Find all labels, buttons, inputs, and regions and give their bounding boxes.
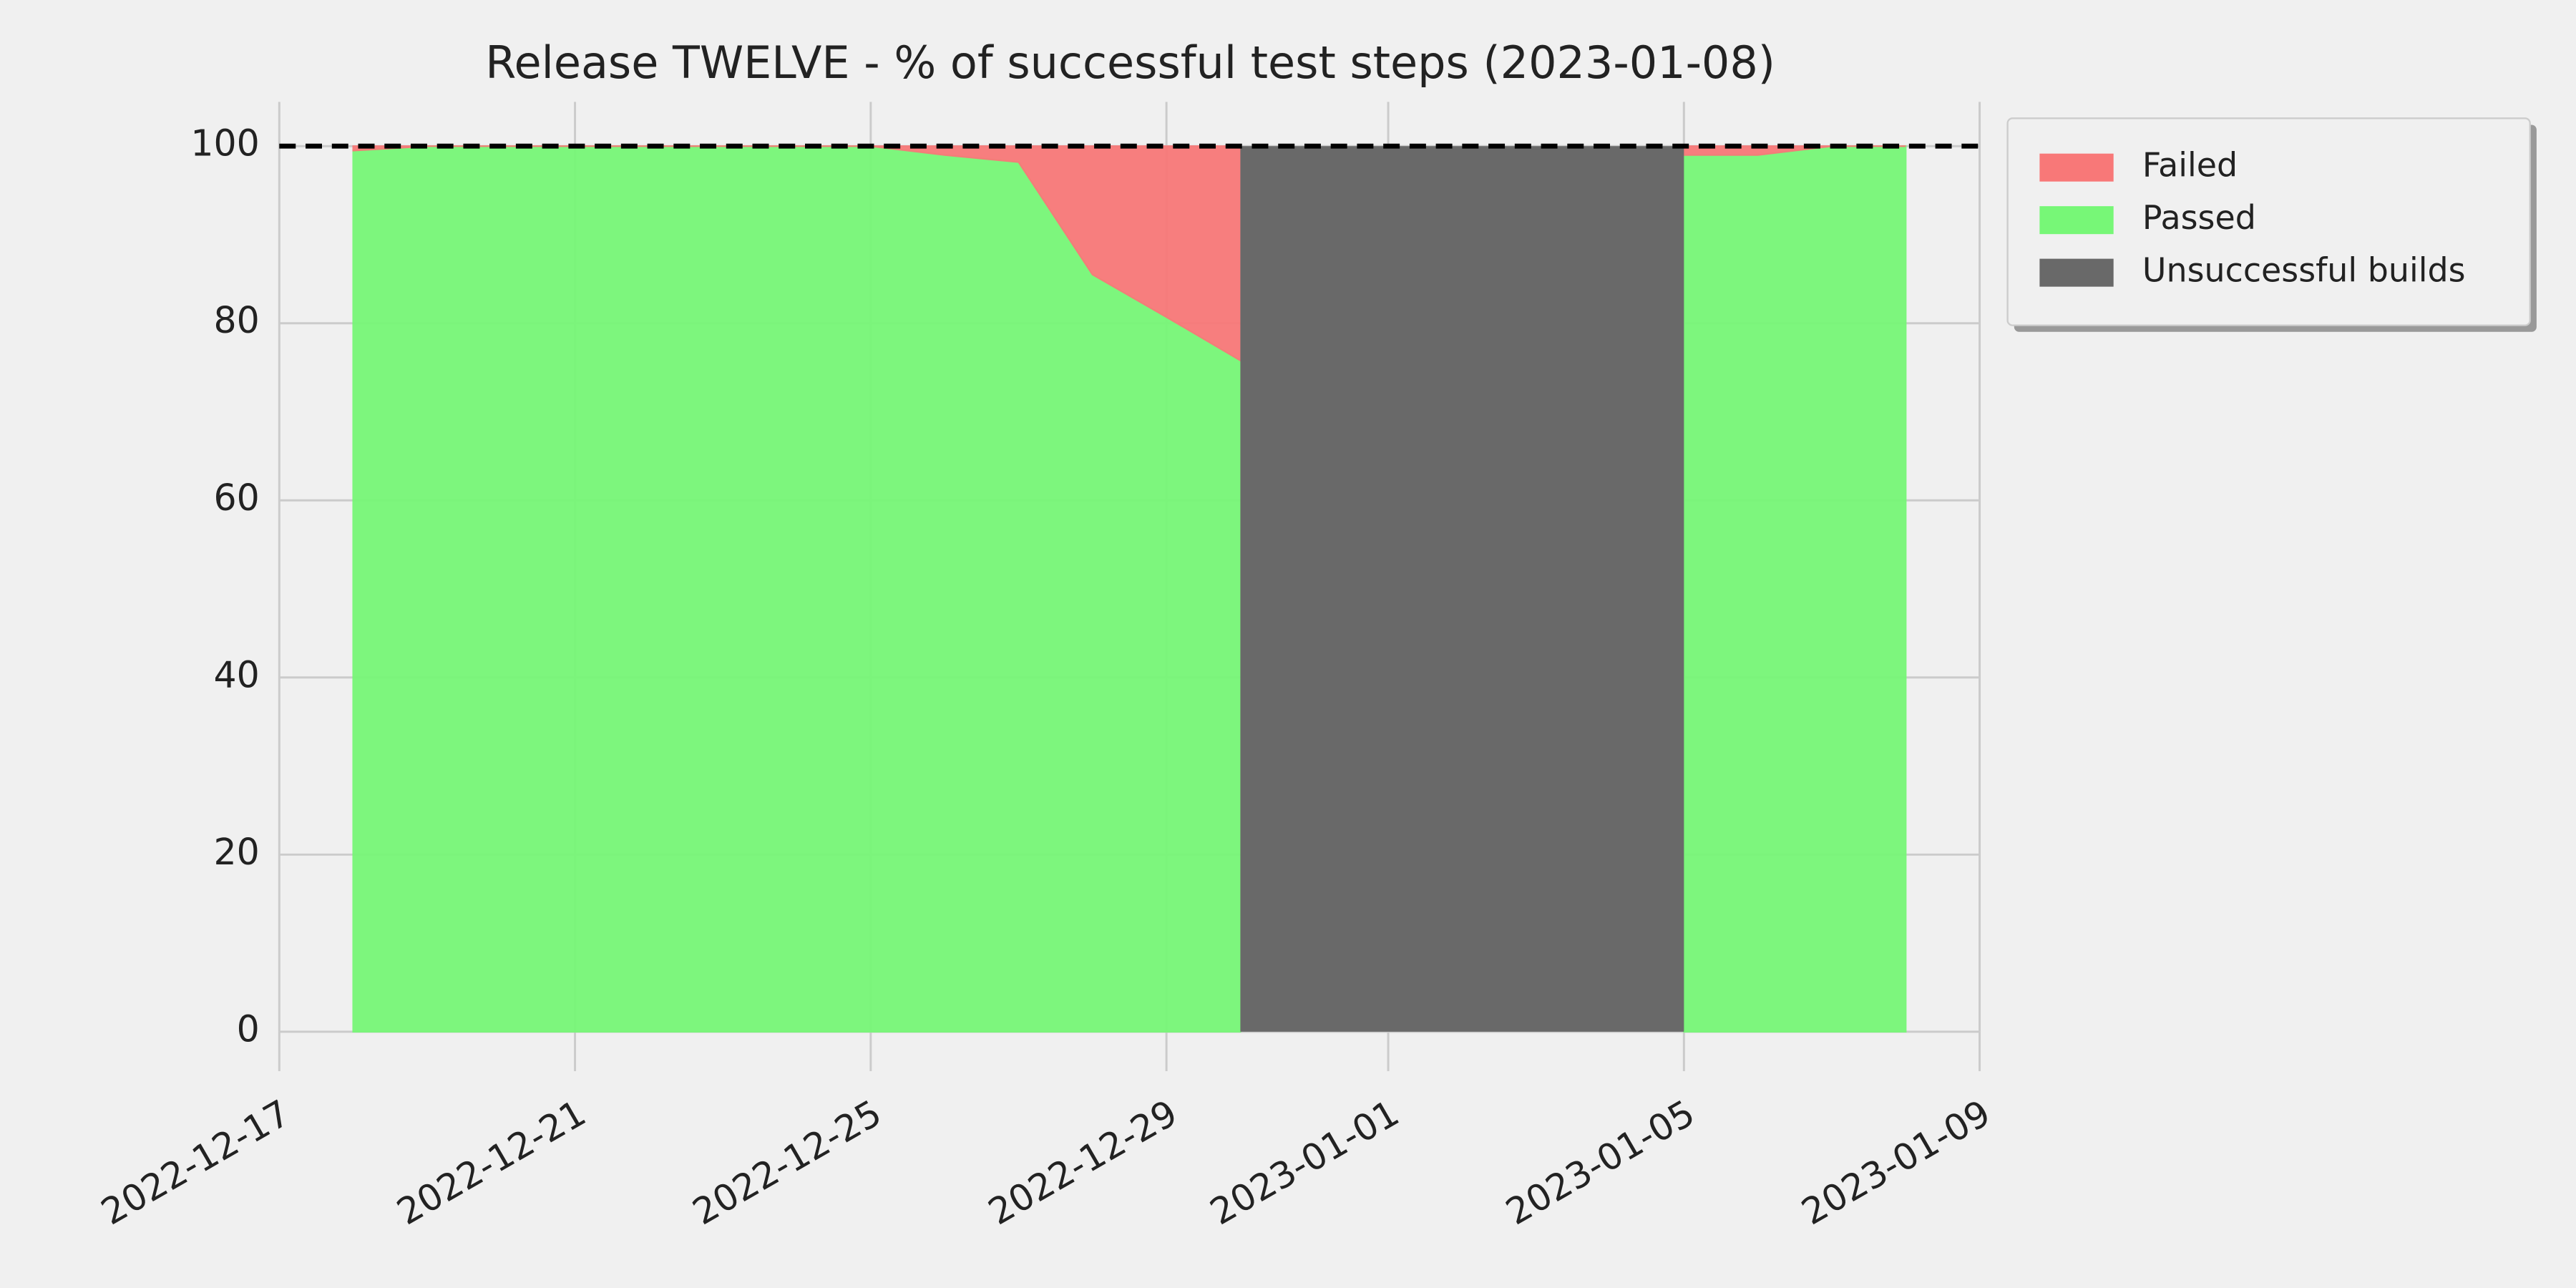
legend-label: Passed [2142,198,2256,237]
legend-swatch [2039,258,2114,287]
y-tick-label: 60 [213,477,259,519]
chart-title: Release TWELVE - % of successful test st… [485,36,1775,89]
y-tick-label: 80 [213,299,259,341]
legend-label: Failed [2142,146,2238,185]
legend-box [2006,117,2531,326]
y-tick-label: 20 [213,831,259,873]
legend-label: Unsuccessful builds [2142,251,2466,290]
legend-swatch [2039,206,2114,235]
y-tick-label: 40 [213,653,259,696]
span [1240,146,1684,1032]
y-tick-label: 0 [237,1008,260,1050]
y-tick-label: 100 [190,122,259,165]
legend-swatch [2039,153,2114,182]
legend: Failed Passed Unsuccessful builds [2006,117,2537,332]
